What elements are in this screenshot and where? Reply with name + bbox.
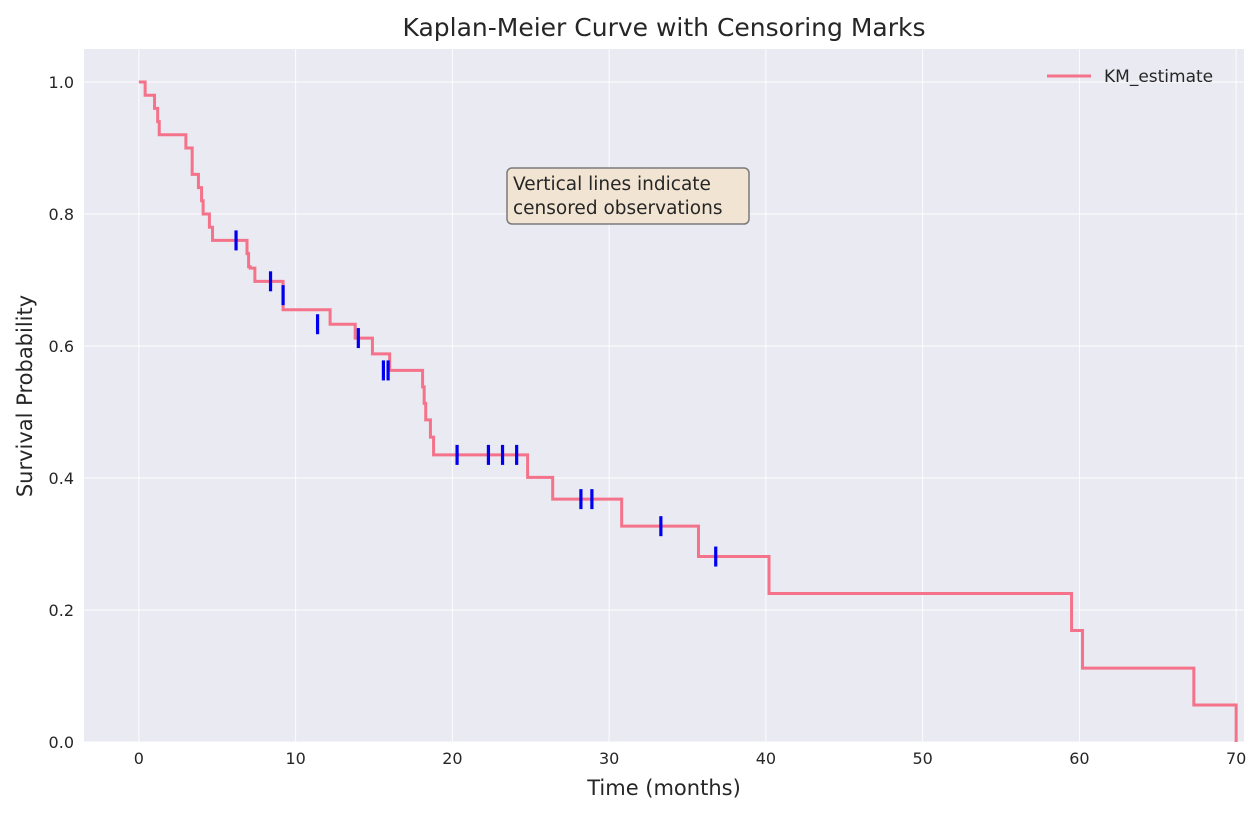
y-tick-label: 1.0 (49, 73, 74, 92)
series-layer (138, 80, 1238, 742)
x-tick-label: 40 (756, 749, 776, 768)
x-axis-label: Time (months) (586, 776, 741, 800)
annotation-line-1: Vertical lines indicate (513, 174, 711, 195)
grid (84, 49, 1244, 743)
x-tick-label: 30 (599, 749, 619, 768)
x-tick-label: 0 (134, 749, 144, 768)
y-axis-label: Survival Probability (13, 295, 37, 497)
x-tick-label: 50 (912, 749, 932, 768)
plot-area (84, 49, 1244, 742)
y-tick-label: 0.0 (49, 733, 74, 752)
annotation-line-2: censored observations (513, 198, 723, 219)
km-estimate-line (138, 80, 1238, 742)
y-tick-label: 0.8 (49, 205, 74, 224)
annotation-box: Vertical lines indicate censored observa… (506, 167, 750, 225)
chart-title: Kaplan-Meier Curve with Censoring Marks (402, 13, 925, 42)
x-tick-label: 10 (285, 749, 305, 768)
legend-label: KM_estimate (1104, 67, 1213, 87)
x-tick-label: 70 (1226, 749, 1246, 768)
x-tick-labels: 0 10 20 30 40 50 60 70 (134, 749, 1247, 768)
y-tick-labels: 0.0 0.2 0.4 0.6 0.8 1.0 (49, 73, 74, 752)
legend: KM_estimate (1047, 67, 1213, 87)
x-tick-label: 20 (442, 749, 462, 768)
censor-marks (234, 230, 718, 567)
annotation-background (506, 167, 750, 225)
x-tick-label: 60 (1069, 749, 1089, 768)
y-tick-label: 0.6 (49, 337, 74, 356)
y-tick-label: 0.2 (49, 601, 74, 620)
y-tick-label: 0.4 (49, 469, 74, 488)
